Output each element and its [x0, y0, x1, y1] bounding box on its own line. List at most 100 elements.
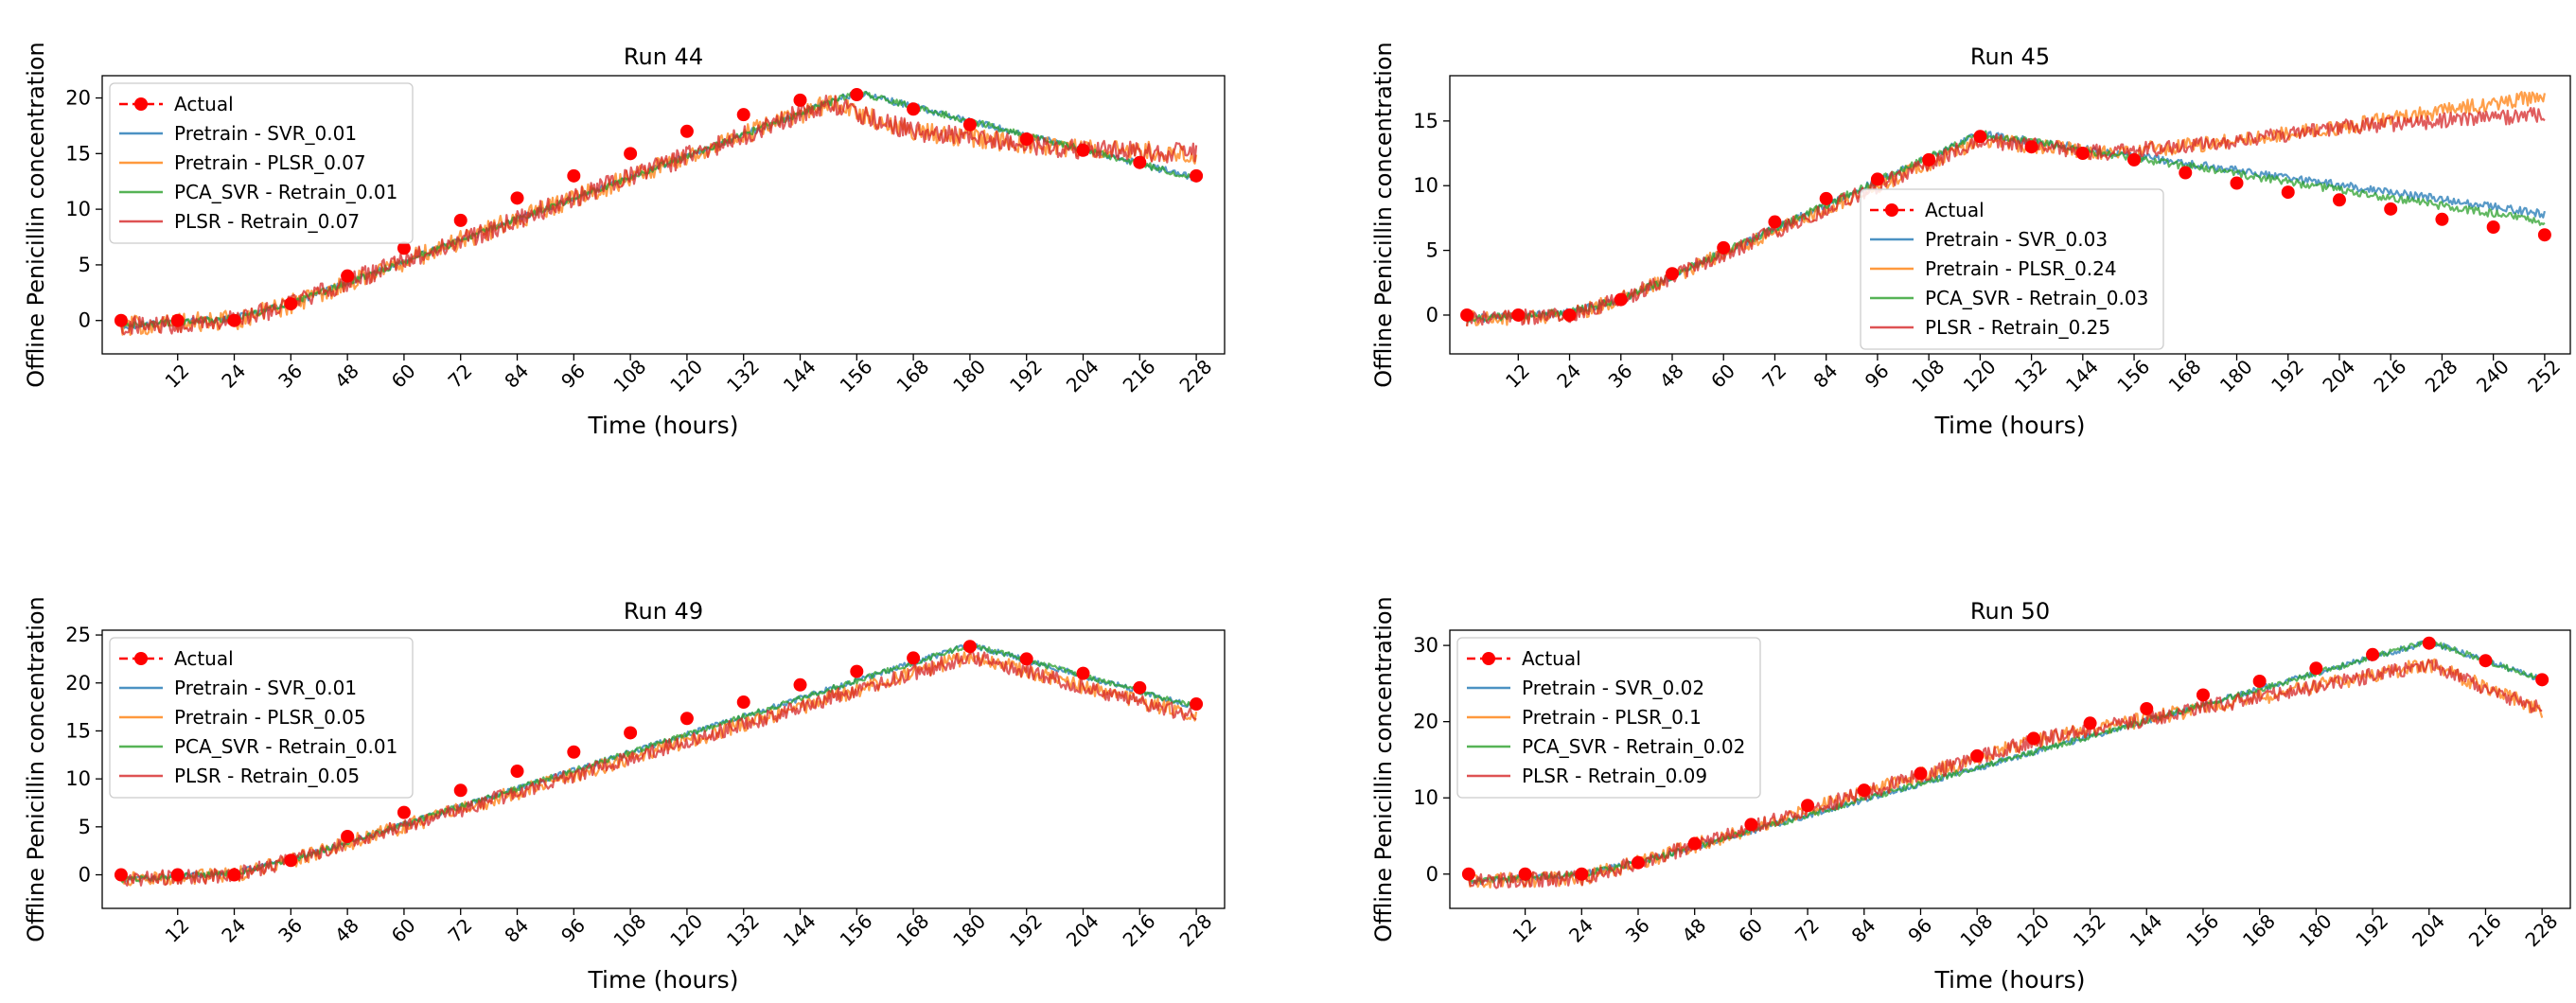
x-tick-label: 168 — [2238, 909, 2280, 951]
legend-label: PCA_SVR - Retrain_0.02 — [1522, 735, 1745, 758]
actual-point — [2281, 185, 2295, 200]
x-tick-label: 72 — [444, 914, 477, 947]
actual-point — [907, 102, 921, 116]
x-tick-label: 192 — [2267, 355, 2308, 396]
y-tick-label: 5 — [1426, 239, 1438, 262]
legend-actual-marker — [134, 652, 148, 665]
x-tick-label: 12 — [161, 360, 194, 393]
legend: Actual Pretrain - SVR_0.03 Pretrain - PLSR… — [1860, 188, 2164, 350]
actual-point — [2252, 674, 2267, 688]
legend-label: Pretrain - SVR_0.03 — [1925, 228, 2108, 251]
chart-title: Run 49 — [624, 598, 703, 625]
actual-point — [1687, 836, 1702, 851]
x-tick-label: 180 — [2215, 355, 2257, 396]
actual-point — [2332, 193, 2346, 207]
y-tick-label: 20 — [1413, 711, 1438, 733]
legend-label: Pretrain - PLSR_0.1 — [1522, 706, 1702, 729]
actual-point — [1857, 783, 1871, 798]
plot-area — [1460, 91, 2551, 327]
actual-point — [2179, 166, 2193, 180]
x-tick-label: 60 — [1734, 914, 1767, 947]
actual-point — [453, 213, 468, 227]
x-tick-label: 156 — [836, 355, 877, 396]
x-tick-label: 108 — [609, 909, 650, 951]
legend-label: Pretrain - SVR_0.01 — [174, 122, 357, 145]
x-tick-label: 156 — [2181, 909, 2223, 951]
actual-point — [736, 108, 750, 122]
actual-point — [1819, 191, 1833, 205]
x-tick-label: 132 — [2010, 355, 2052, 396]
x-tick-label: 12 — [1508, 914, 1541, 947]
legend-label: Actual — [174, 93, 234, 115]
x-tick-label: 12 — [161, 914, 194, 947]
actual-point — [624, 726, 638, 740]
actual-point — [567, 168, 581, 183]
x-tick-label: 48 — [1677, 914, 1710, 947]
actual-point — [2366, 647, 2380, 661]
actual-point — [679, 712, 694, 726]
subplot-4: Run 50 12 24 36 48 60 72 84 96 108 120 132 144 156 168… — [1370, 596, 2571, 994]
legend-box — [1456, 637, 1761, 799]
actual-point — [2024, 140, 2038, 154]
actual-point — [1665, 267, 1679, 281]
y-tick-label: 10 — [65, 198, 91, 220]
x-tick-label: 228 — [1174, 355, 1216, 396]
x-tick-label: 36 — [273, 914, 307, 947]
x-tick-label: 132 — [2069, 909, 2110, 951]
y-tick-label: 20 — [65, 87, 91, 110]
actual-point — [227, 868, 241, 882]
x-tick-label: 168 — [2164, 355, 2206, 396]
actual-point — [2127, 152, 2142, 167]
x-tick-label: 180 — [2295, 909, 2337, 951]
actual-point — [114, 313, 128, 327]
actual-point — [397, 805, 411, 819]
x-tick-label: 36 — [1604, 360, 1637, 393]
x-tick-label: 228 — [2421, 355, 2462, 396]
x-tick-label: 144 — [2126, 909, 2167, 951]
plot-area — [1461, 636, 2550, 889]
actual-point — [1870, 172, 1884, 186]
x-tick-label: 72 — [444, 360, 477, 393]
y-axis-label: Offline Penicillin concentration — [23, 596, 49, 942]
x-tick-label: 120 — [2012, 909, 2054, 951]
y-tick-label: 15 — [1413, 110, 1438, 132]
actual-point — [114, 868, 128, 882]
actual-point — [284, 297, 298, 311]
x-tick-label: 168 — [891, 909, 933, 951]
y-tick-label: 5 — [79, 816, 91, 838]
x-tick-label: 96 — [1861, 360, 1894, 393]
y-tick-label: 0 — [1426, 863, 1438, 886]
legend: Actual Pretrain - SVR_0.01 Pretrain - PLSR… — [109, 82, 414, 244]
x-tick-label: 24 — [217, 360, 250, 393]
x-tick-label: 228 — [1174, 909, 1216, 951]
legend-label: PCA_SVR - Retrain_0.01 — [174, 181, 397, 203]
actual-point — [170, 313, 185, 327]
actual-point — [850, 664, 864, 678]
axes-frame — [101, 629, 1226, 909]
x-tick-label: 120 — [665, 909, 707, 951]
x-tick-label: 84 — [1847, 914, 1880, 947]
x-tick-label: 24 — [1564, 914, 1597, 947]
actual-point — [227, 313, 241, 327]
legend: Actual Pretrain - SVR_0.01 Pretrain - PLSR… — [109, 637, 414, 799]
series-line-4 — [120, 648, 1197, 887]
actual-point — [510, 765, 524, 779]
actual-point — [510, 191, 524, 205]
x-tick-label: 168 — [891, 355, 933, 396]
legend-label: Pretrain - PLSR_0.24 — [1925, 257, 2117, 280]
y-tick-label: 5 — [79, 254, 91, 276]
actual-point — [1744, 818, 1758, 832]
actual-point — [567, 745, 581, 759]
y-axis-label: Offline Penicillin concentration — [1370, 42, 1397, 388]
actual-point — [1768, 215, 1782, 229]
y-tick-label: 30 — [1413, 634, 1438, 657]
actual-point — [1076, 666, 1090, 680]
x-tick-label: 192 — [2351, 909, 2392, 951]
x-tick-label: 192 — [1005, 355, 1047, 396]
actual-point — [1133, 680, 1147, 695]
x-tick-label: 60 — [387, 914, 420, 947]
x-tick-label: 60 — [387, 360, 420, 393]
x-tick-label: 96 — [556, 914, 590, 947]
x-tick-label: 204 — [2318, 355, 2359, 396]
